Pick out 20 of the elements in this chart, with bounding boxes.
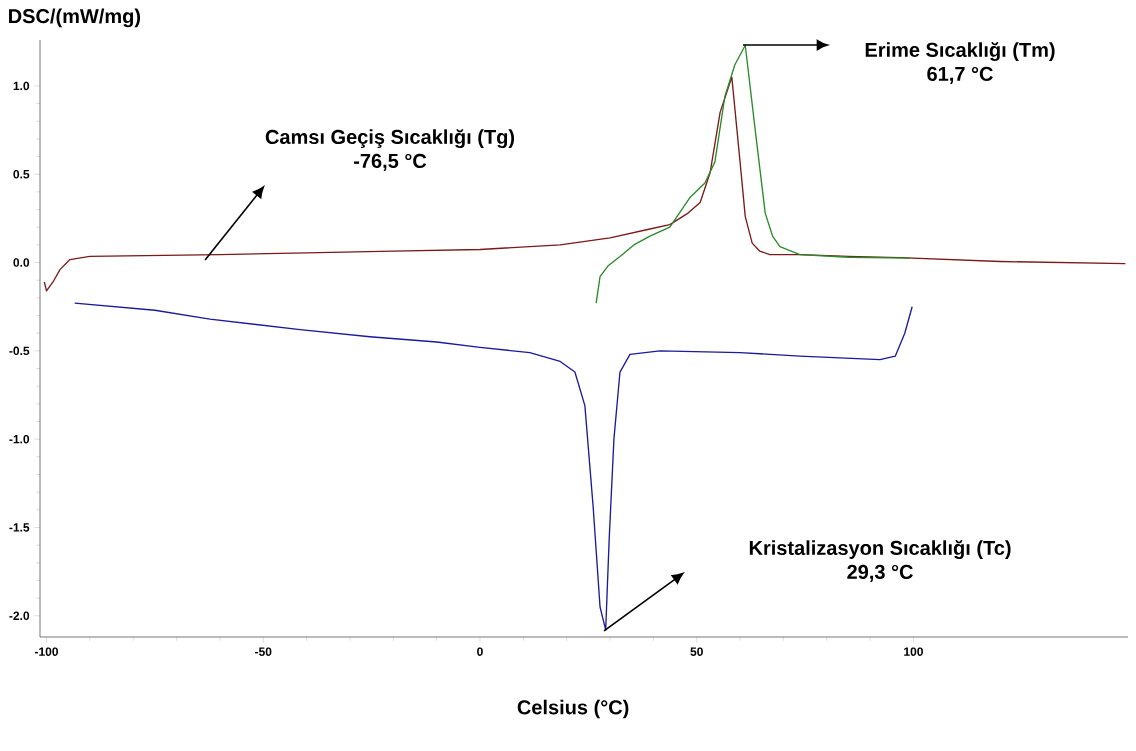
- y-tick-label: 0.0: [13, 258, 30, 267]
- y-tick-label: 0.5: [13, 169, 30, 179]
- x-tick-label: 0: [477, 647, 483, 656]
- y-axis-title: DSC/(mW/mg): [9, 8, 141, 28]
- annotation: Camsı Geçiş Sıcaklığı (Tg): [265, 129, 515, 149]
- x-axis-title: Celsius (°C): [517, 699, 629, 719]
- annotation: Erime Sıcaklığı (Tm): [865, 42, 1055, 62]
- annotation: 61,7 °C: [927, 66, 993, 84]
- annotation: -76,5 °C: [354, 153, 427, 171]
- y-tick-label: -1.5: [9, 523, 30, 532]
- y-tick-label: -1.0: [9, 434, 30, 444]
- y-tick-label: 1.0: [13, 81, 30, 91]
- x-tick-label: 50: [690, 647, 703, 656]
- x-tick-label: -50: [255, 647, 272, 656]
- x-tick-label: -100: [34, 647, 59, 656]
- annotation: Kristalizasyon Sıcaklığı (Tc): [749, 540, 1011, 560]
- x-tick-label: 100: [904, 647, 923, 656]
- annotation: 29,3 °C: [847, 564, 913, 582]
- y-tick-label: -2.0: [9, 611, 30, 621]
- y-tick-label: -0.5: [9, 346, 30, 356]
